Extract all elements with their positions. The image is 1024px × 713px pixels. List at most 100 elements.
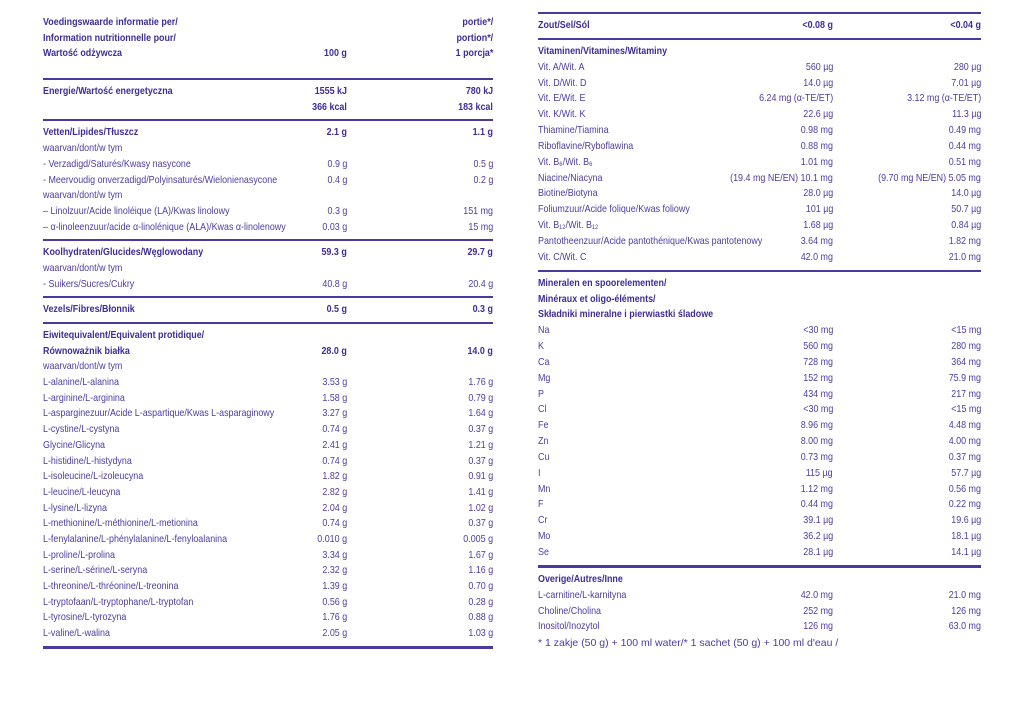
value-per-100g: 434 mg	[803, 387, 833, 400]
value-per-100g: 40.8 g	[322, 277, 347, 290]
value-per-portion: 20.4 g	[468, 277, 493, 290]
value-per-portion: 0.88 g	[468, 611, 493, 624]
row-label: Cr	[538, 514, 548, 527]
table-row: L-tryptofaan/L-tryptophane/L-tryptofan 0.…	[43, 595, 493, 611]
spacer	[43, 62, 493, 74]
table-row: Vit. K/Wit. K 22.6 µg 11.3 µg	[538, 107, 981, 123]
value-per-100g: 366 kcal	[312, 100, 347, 113]
value-per-100g: 1.39 g	[322, 580, 347, 592]
value-per-100g: 1.82 g	[322, 470, 347, 483]
value-per-100g: 0.03 g	[322, 220, 347, 233]
table-row: - Suikers/Sucres/Cukry 40.8 g 20.4 g	[43, 277, 493, 293]
table-row: Se 28.1 µg 14.1 µg	[538, 545, 981, 561]
table-row: Równoważnik białka 28.0 g 14.0 g	[43, 344, 493, 360]
energy-section: Energie/Wartość energetyczna 1555 kJ 780 k…	[43, 84, 493, 115]
row-label: Eiwitequivalent/Equivalent protidique/	[43, 329, 205, 341]
value-per-100g: 42.0 mg	[800, 250, 833, 263]
row-label: L-carnitine/L-karnityna	[538, 588, 627, 601]
value-per-100g: 1.76 g	[322, 611, 347, 624]
value-per-portion: 126 mg	[951, 604, 981, 617]
table-row: L-lysine/L-lizyna 2.04 g 1.02 g	[43, 501, 493, 517]
table-row: Vit. B₁₂/Wit. B₁₂ 1.68 µg 0.84 µg	[538, 218, 981, 234]
row-label: Mineralen en spoorelementen/	[538, 276, 667, 289]
protein-section: Eiwitequivalent/Equivalent protidique/Ró…	[43, 328, 493, 642]
value-per-100g: 2.32 g	[322, 564, 347, 577]
row-label: Mo	[538, 530, 551, 543]
vitamins-section: Vitaminen/Vitamines/Witaminy Vit. A/Wit. …	[538, 44, 981, 266]
row-label: Cl	[538, 403, 547, 416]
value-per-portion: 1.64 g	[468, 407, 493, 420]
table-row: Vit. A/Wit. A 560 µg 280 µg	[538, 60, 981, 76]
row-label: – α-linoleenzuur/acide α-linolénique (AL…	[43, 220, 286, 233]
row-label: L-histidine/L-histydyna	[43, 454, 132, 467]
value-per-portion: 50.7 µg	[951, 203, 981, 216]
table-row: Mineralen en spoorelementen/	[538, 276, 981, 292]
value-per-portion: 0.2 g	[473, 173, 493, 186]
row-label: Vit. C/Wit. C	[538, 250, 587, 263]
value-per-portion: 3.12 mg (α-TE/ET)	[906, 92, 981, 105]
table-row: Cu 0.73 mg 0.37 mg	[538, 450, 981, 466]
row-label: Thiamine/Tiamina	[538, 124, 609, 137]
value-per-portion: 14.0 g	[467, 344, 493, 357]
table-row: Vezels/Fibres/Błonnik 0.5 g 0.3 g	[43, 302, 493, 318]
table-row: Koolhydraten/Glucides/Węglowodany 59.3 g 2…	[43, 245, 493, 261]
table-row: Mn 1.12 mg 0.56 mg	[538, 482, 981, 498]
row-label: Minéraux et oligo-éléments/	[538, 292, 656, 305]
value-per-100g: 8.96 mg	[800, 419, 833, 432]
value-per-portion: 0.37 g	[468, 454, 493, 467]
header-section: Voedingswaarde informatie per/portie*/In…	[43, 15, 493, 74]
right-table: Zout/Sel/Sól <0.08 g <0.04 g Vitaminen/Vita…	[538, 12, 981, 652]
row-label: Zout/Sel/Sól	[538, 19, 590, 31]
table-row: Niacine/Niacyna (19.4 mg NE/EN) 10.1 mg (9…	[538, 171, 981, 187]
value-per-portion: 11.3 µg	[951, 108, 981, 121]
value-per-100g: 14.0 µg	[803, 76, 833, 89]
table-row: Energie/Wartość energetyczna 1555 kJ 780 k…	[43, 84, 493, 100]
value-per-portion: portion*/	[456, 31, 493, 44]
table-row: L-leucine/L-leucyna 2.82 g 1.41 g	[43, 485, 493, 501]
value-per-100g: 0.74 g	[322, 423, 347, 436]
value-per-100g: 0.44 mg	[800, 498, 833, 511]
value-per-100g: 1.01 mg	[800, 155, 833, 168]
row-label: Vit. D/Wit. D	[538, 76, 587, 89]
value-per-100g: 2.1 g	[326, 126, 347, 139]
value-per-100g: 100 g	[324, 47, 347, 60]
value-per-portion: 4.48 mg	[948, 419, 981, 432]
row-label: Vit. E/Wit. E	[538, 92, 586, 105]
value-per-100g: 8.00 mg	[800, 435, 833, 448]
fiber-section: Vezels/Fibres/Błonnik 0.5 g 0.3 g	[43, 302, 493, 318]
table-row: P 434 mg 217 mg	[538, 387, 981, 403]
table-row: F 0.44 mg 0.22 mg	[538, 497, 981, 513]
divider	[43, 119, 493, 122]
footnote: * 1 zakje (50 g) + 100 ml water/* 1 sach…	[538, 637, 839, 650]
value-per-portion: 63.0 mg	[948, 620, 981, 633]
value-per-100g: 0.56 g	[322, 595, 347, 608]
row-label: L-leucine/L-leucyna	[43, 485, 121, 498]
value-per-portion: 151 mg	[463, 204, 493, 217]
value-per-portion: 21.0 mg	[948, 250, 981, 263]
value-per-portion: 7.01 µg	[951, 76, 981, 89]
table-row: Biotine/Biotyna 28.0 µg 14.0 µg	[538, 186, 981, 202]
row-label: waarvan/dont/w tym	[43, 360, 123, 373]
value-per-portion: portie*/	[462, 16, 493, 28]
row-label: Vitaminen/Vitamines/Witaminy	[538, 44, 668, 57]
value-per-100g: 0.4 g	[327, 173, 347, 186]
row-label: Na	[538, 324, 550, 337]
row-label: Wartość odżywcza	[43, 47, 123, 60]
table-row: Vit. D/Wit. D 14.0 µg 7.01 µg	[538, 76, 981, 92]
row-label: Voedingswaarde informatie per/	[43, 16, 178, 28]
table-row: L-serine/L-sérine/L-seryna 2.32 g 1.16 g	[43, 563, 493, 579]
table-row: Thiamine/Tiamina 0.98 mg 0.49 mg	[538, 123, 981, 139]
row-label: L-isoleucine/L-izoleucyna	[43, 470, 144, 483]
row-label: Vezels/Fibres/Błonnik	[43, 303, 135, 316]
value-per-100g: 152 mg	[803, 371, 833, 384]
table-row: Minéraux et oligo-éléments/	[538, 292, 981, 308]
row-label: L-serine/L-sérine/L-seryna	[43, 564, 148, 577]
divider	[43, 322, 493, 324]
table-row: Eiwitequivalent/Equivalent protidique/	[43, 328, 493, 344]
divider	[538, 564, 981, 568]
table-row: L-tyrosine/L-tyrozyna 1.76 g 0.88 g	[43, 610, 493, 626]
value-per-100g: 728 mg	[803, 355, 833, 368]
minerals-section: Mineralen en spoorelementen/Minéraux et …	[538, 276, 981, 561]
value-per-100g: 2.41 g	[322, 438, 347, 451]
value-per-portion: 0.22 mg	[948, 498, 981, 511]
